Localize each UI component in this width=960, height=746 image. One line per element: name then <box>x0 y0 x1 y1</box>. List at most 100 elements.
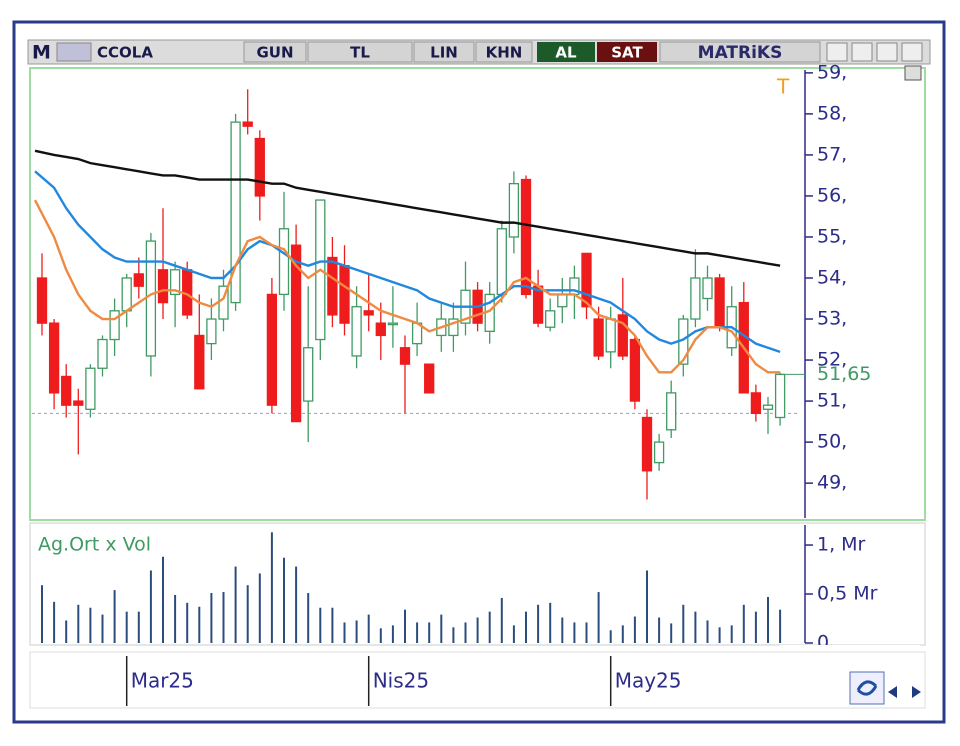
symbol[interactable]: CCOLA <box>97 44 153 62</box>
volume-bar <box>767 596 769 643</box>
volume-bar <box>295 566 298 643</box>
y-tick-label: 1, Mr <box>817 534 866 556</box>
candle-body <box>496 228 507 296</box>
button[interactable] <box>307 41 413 63</box>
candle-body <box>266 293 278 406</box>
volume-bar <box>416 622 419 643</box>
x-tick-label: Mar25 <box>131 669 194 693</box>
date-strip <box>29 651 926 709</box>
button[interactable] <box>413 41 475 63</box>
candle-body <box>290 244 302 423</box>
volume-bar <box>186 602 189 643</box>
candle-body <box>194 334 205 390</box>
candle-body <box>121 277 132 312</box>
candle-body <box>327 256 338 316</box>
buy-button[interactable] <box>537 42 595 62</box>
candle-body <box>557 293 568 308</box>
volume-bar <box>355 620 358 643</box>
volume-bar <box>754 611 757 643</box>
maximize-button[interactable] <box>876 42 898 62</box>
volume-bar <box>440 614 443 643</box>
volume-bar <box>512 625 515 643</box>
candle-body <box>48 322 60 394</box>
close-button[interactable] <box>901 42 923 62</box>
cover <box>780 645 920 651</box>
y-tick-label: 57, <box>817 143 847 165</box>
y-tick-label: 55, <box>817 225 847 247</box>
candle-body <box>629 338 641 402</box>
candle-body <box>145 240 157 357</box>
sell-button[interactable] <box>597 42 657 62</box>
candle-body <box>593 318 604 357</box>
candle-body <box>230 121 241 304</box>
volume-bar <box>137 611 140 643</box>
volume-bar <box>452 627 455 643</box>
candle-body <box>399 347 411 365</box>
candle-body <box>242 121 253 127</box>
volume-bar <box>379 628 382 643</box>
volume-bar <box>258 573 261 643</box>
moving-average <box>34 170 781 353</box>
candle-body <box>109 310 120 341</box>
volume-bar <box>270 532 273 643</box>
volume-bar <box>585 622 588 643</box>
volume-bar <box>283 557 285 643</box>
volume-bar <box>488 611 491 643</box>
candle-body <box>774 373 786 419</box>
volume-bar <box>694 611 697 643</box>
candle-body <box>508 182 520 238</box>
candle-body <box>97 338 108 369</box>
logo-icon[interactable] <box>56 42 92 62</box>
y-tick-label: 49, <box>817 472 847 494</box>
candle-body <box>653 441 665 464</box>
buy: AL <box>555 44 577 62</box>
volume-bar <box>476 617 479 643</box>
candle-body <box>581 252 592 308</box>
candle-body <box>36 277 48 324</box>
candle-body <box>532 285 544 324</box>
menu-button[interactable] <box>826 42 848 62</box>
candle-body <box>702 277 713 300</box>
button[interactable] <box>475 41 533 63</box>
scale: LIN <box>430 44 458 62</box>
volume-bar <box>609 630 612 643</box>
candle-body <box>351 306 362 357</box>
y-tick-label: 50, <box>817 431 847 453</box>
volume-bar <box>307 593 310 643</box>
volume-bar <box>319 607 322 643</box>
y-tick-label: 56, <box>817 184 847 206</box>
volume-bar <box>682 604 685 643</box>
volume-bar <box>646 570 648 643</box>
sell: SAT <box>611 44 643 62</box>
volume-bar <box>198 606 201 643</box>
volume-bar <box>597 592 600 643</box>
minimize-button[interactable] <box>851 42 873 62</box>
volume-bar <box>464 622 467 643</box>
sync-button[interactable] <box>849 671 885 705</box>
volume-bar <box>670 623 673 643</box>
candle-body <box>73 400 84 406</box>
volume-bar <box>367 614 370 643</box>
volume-bar <box>428 622 431 643</box>
volume-bar <box>222 592 225 643</box>
candle-body <box>617 314 628 357</box>
scroll-arrows[interactable] <box>888 686 921 698</box>
volume-bar <box>730 625 733 643</box>
volume-bar <box>331 607 334 643</box>
pane-button[interactable] <box>904 65 922 81</box>
candle-body <box>424 363 435 394</box>
volume-bar <box>404 609 406 643</box>
period: GUN <box>256 44 293 62</box>
x-tick-label: May25 <box>615 669 682 693</box>
candle-body <box>278 228 290 296</box>
sync-icon <box>856 680 878 696</box>
khn: KHN <box>486 44 523 62</box>
y-tick-label: 0,5 Mr <box>817 583 878 605</box>
volume-bar <box>65 620 68 643</box>
candle-body <box>666 392 677 431</box>
candle-body <box>375 322 386 337</box>
button[interactable] <box>243 41 307 63</box>
candle-body <box>545 310 556 328</box>
volume-bar <box>537 604 540 643</box>
candle-body <box>387 322 399 326</box>
